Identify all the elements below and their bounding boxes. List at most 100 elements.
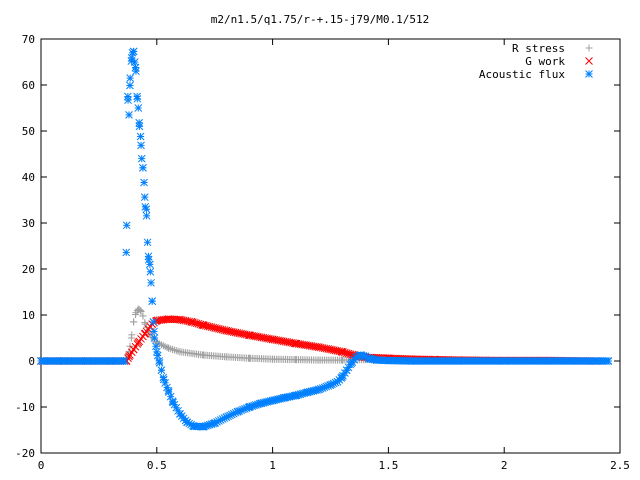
legend-marker bbox=[585, 57, 593, 65]
data-point bbox=[142, 205, 151, 214]
data-point bbox=[172, 347, 180, 355]
y-tick-label: 60 bbox=[22, 79, 35, 92]
data-point bbox=[122, 221, 131, 230]
data-point bbox=[245, 354, 253, 362]
data-point bbox=[137, 141, 145, 150]
x-tick-label: 0 bbox=[38, 459, 45, 472]
data-point bbox=[155, 357, 163, 365]
data-point bbox=[139, 163, 147, 172]
data-point bbox=[291, 391, 300, 400]
x-tick-label: 2.5 bbox=[610, 459, 630, 472]
data-point bbox=[257, 399, 265, 408]
plot-border bbox=[40, 38, 621, 454]
data-point bbox=[187, 318, 196, 326]
data-point bbox=[164, 387, 173, 395]
data-point bbox=[315, 343, 323, 352]
data-point bbox=[356, 351, 365, 359]
data-point bbox=[372, 356, 381, 364]
data-point bbox=[210, 419, 219, 427]
data-point bbox=[83, 357, 92, 365]
data-point bbox=[315, 356, 323, 364]
data-point bbox=[174, 347, 182, 355]
data-point bbox=[149, 318, 158, 326]
data-point bbox=[163, 315, 171, 324]
data-point bbox=[140, 193, 149, 202]
y-tick-label: -20 bbox=[15, 447, 35, 460]
y-tick-label: 50 bbox=[22, 125, 35, 138]
data-point bbox=[269, 355, 277, 363]
data-point bbox=[150, 327, 158, 336]
data-point bbox=[222, 353, 230, 361]
x-tick-label: 1 bbox=[269, 459, 276, 472]
data-point bbox=[268, 335, 277, 344]
data-point bbox=[130, 58, 139, 66]
data-point bbox=[342, 366, 351, 375]
data-point bbox=[135, 306, 143, 314]
legend-label: G work bbox=[525, 55, 565, 68]
data-point bbox=[183, 418, 191, 427]
data-point bbox=[140, 178, 148, 187]
data-point bbox=[126, 74, 135, 82]
data-point bbox=[147, 278, 155, 287]
data-point bbox=[129, 47, 138, 56]
y-tick-label: 70 bbox=[22, 33, 35, 46]
data-point bbox=[245, 331, 254, 340]
data-point bbox=[157, 366, 166, 375]
data-point bbox=[190, 422, 198, 431]
data-point bbox=[176, 348, 184, 356]
data-point bbox=[245, 403, 254, 411]
y-tick-label: 0 bbox=[28, 355, 35, 368]
data-point bbox=[268, 396, 277, 405]
data-point bbox=[123, 92, 132, 101]
x-tick-label: 1.5 bbox=[378, 459, 398, 472]
y-tick-label: -10 bbox=[15, 401, 35, 414]
data-point bbox=[174, 406, 182, 415]
data-point bbox=[338, 373, 346, 381]
data-point bbox=[291, 339, 300, 348]
data-point bbox=[199, 321, 207, 329]
data-point bbox=[604, 357, 613, 365]
data-point bbox=[338, 347, 346, 356]
y-tick-label: 30 bbox=[22, 217, 35, 230]
data-point bbox=[136, 132, 145, 141]
data-point bbox=[130, 318, 138, 326]
data-point bbox=[176, 315, 184, 324]
data-point bbox=[199, 351, 207, 359]
data-point bbox=[152, 347, 161, 356]
legend-label: R stress bbox=[512, 42, 565, 55]
data-point bbox=[134, 104, 143, 112]
x-tick-label: 0.5 bbox=[147, 459, 167, 472]
data-point bbox=[326, 381, 335, 389]
data-point bbox=[141, 329, 150, 338]
data-point bbox=[234, 407, 242, 416]
data-point bbox=[127, 334, 135, 342]
data-point bbox=[132, 309, 140, 317]
data-point bbox=[137, 154, 146, 163]
data-point bbox=[366, 354, 374, 363]
data-point bbox=[142, 211, 151, 220]
data-point bbox=[164, 344, 172, 352]
data-point bbox=[546, 357, 555, 365]
data-point bbox=[170, 346, 178, 354]
data-point bbox=[144, 255, 153, 264]
series-acoustic-flux bbox=[37, 47, 613, 431]
legend-label: Acoustic flux bbox=[479, 68, 565, 81]
data-point bbox=[150, 334, 159, 342]
data-point bbox=[126, 81, 134, 90]
data-point bbox=[60, 357, 69, 365]
data-point bbox=[120, 357, 129, 365]
series-r-stress bbox=[37, 305, 601, 365]
data-point bbox=[132, 67, 140, 76]
data-point bbox=[222, 413, 231, 421]
data-point bbox=[135, 122, 144, 131]
data-point bbox=[164, 315, 173, 323]
legend-marker bbox=[585, 70, 593, 78]
data-point bbox=[125, 111, 133, 119]
y-tick-label: 10 bbox=[22, 309, 35, 322]
data-point bbox=[129, 345, 138, 354]
data-point bbox=[169, 398, 177, 407]
data-point bbox=[407, 357, 416, 365]
